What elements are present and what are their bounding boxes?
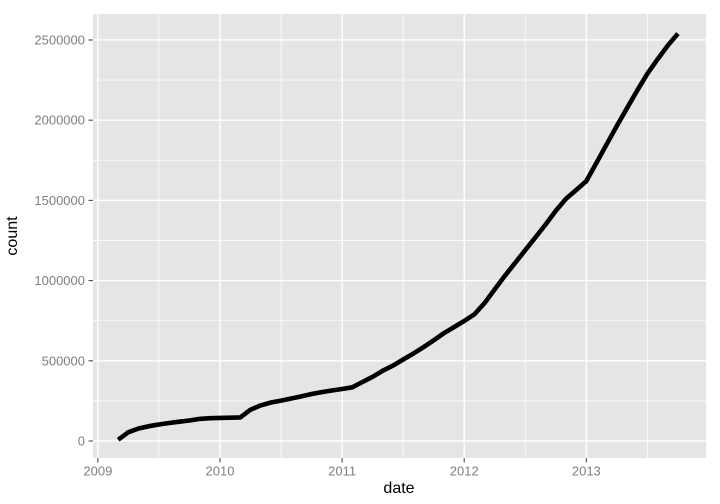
x-axis-tick-labels: 2009 2010 2011 2012 2013 <box>83 464 600 479</box>
axis-tick-marks <box>88 39 587 463</box>
x-axis-tick-label: 2009 <box>83 464 112 479</box>
count-series-line <box>116 32 680 442</box>
x-axis-title: date <box>383 480 414 497</box>
x-axis-tick-label: 2010 <box>206 464 235 479</box>
plot-panel-background <box>93 14 706 458</box>
y-axis-tick-label: 0 <box>78 434 85 449</box>
y-axis-tick-label: 1000000 <box>34 273 85 288</box>
y-axis-title: count <box>4 216 21 256</box>
y-axis-tick-label: 1500000 <box>34 193 85 208</box>
y-axis-tick-label: 2000000 <box>34 113 85 128</box>
x-axis-tick-label: 2013 <box>572 464 601 479</box>
y-axis-tick-label: 500000 <box>42 353 85 368</box>
x-axis-tick-label: 2012 <box>450 464 479 479</box>
panel-grid-minor <box>93 14 706 458</box>
y-axis-tick-label: 2500000 <box>34 33 85 48</box>
x-axis-tick-label: 2011 <box>328 464 356 479</box>
y-axis-tick-labels: 0 500000 1000000 1500000 2000000 2500000 <box>34 33 85 449</box>
